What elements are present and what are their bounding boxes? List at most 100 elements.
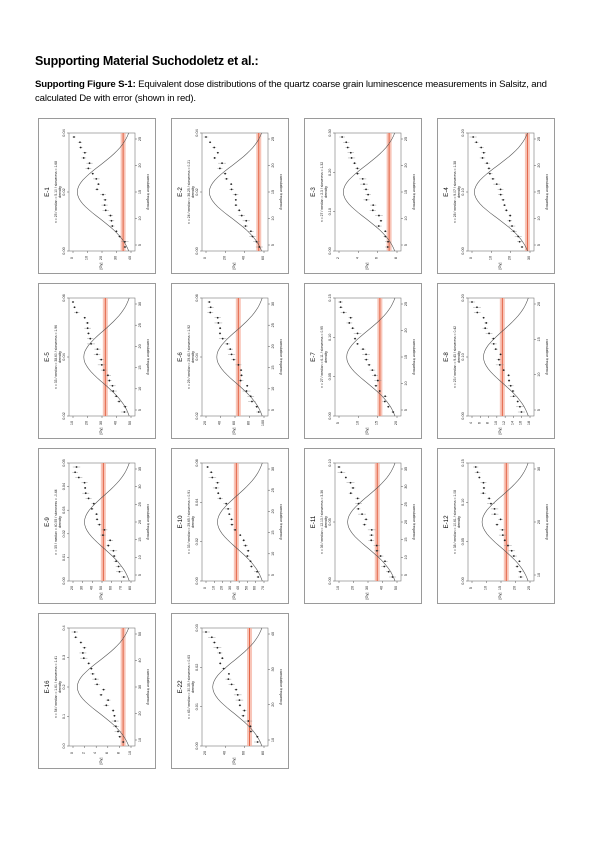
panel-e-16: E-16 n = 54 / median = 1.61 / skewness = …	[38, 613, 156, 769]
gy-tick-label: 10	[494, 421, 498, 425]
density-curve	[481, 462, 529, 582]
density-tick-label: 0.00	[461, 577, 465, 584]
density-tick-label: 0.04	[62, 129, 66, 136]
panel-id: E-11	[310, 515, 317, 528]
data-point	[235, 688, 238, 691]
cumulative-tick-label: 50	[138, 632, 142, 636]
data-point	[508, 219, 511, 222]
cumulative-tick-label: 5	[271, 244, 275, 246]
cumulative-tick-label: 40	[138, 658, 142, 662]
density-curve	[347, 462, 396, 582]
cumulative-axis-label: cumulative frequency	[279, 504, 283, 540]
gy-axis-label: [Gy]	[498, 263, 502, 270]
panel-e-6: E-6 n = 29 / median = 29.43 / skewness = …	[171, 283, 289, 439]
gy-tick-label: 30	[114, 256, 118, 260]
density-tick-label: 0.10	[328, 334, 332, 341]
data-point	[499, 193, 502, 196]
data-point	[226, 343, 229, 345]
data-point	[239, 704, 241, 707]
data-point	[387, 240, 389, 243]
data-point	[480, 146, 483, 149]
data-point	[377, 225, 380, 227]
data-point	[517, 235, 520, 238]
data-point	[482, 316, 485, 319]
panel-title-group: E-22 n = 43 / median = 30.35 / skewness =…	[177, 655, 191, 719]
cumulative-tick-label: 25	[138, 137, 142, 141]
gy-tick-label: 40	[236, 586, 240, 590]
data-point	[87, 167, 90, 170]
panel-stats: n = 33 / median = 29.65 / skewness = 0.9…	[187, 490, 191, 554]
data-point	[230, 188, 233, 191]
cumulative-axis-label: cumulative frequency	[545, 339, 549, 375]
panel-chart-e-1: E-1 n = 25 / median = 5.10 / skewness = 1…	[44, 129, 150, 269]
panel-chart-e-4: E-4 n = 28 / median = 9.07 / skewness = 1…	[443, 129, 549, 270]
density-tick-label: 0.04	[195, 353, 199, 360]
cumulative-tick-label: 20	[404, 520, 408, 524]
data-point	[87, 497, 90, 500]
gy-tick-label: 60	[109, 586, 113, 590]
data-point	[493, 508, 496, 510]
data-point	[91, 673, 94, 675]
data-point	[349, 481, 352, 484]
gy-tick-label: 80	[128, 586, 132, 590]
data-point	[124, 246, 126, 248]
data-point	[82, 157, 85, 159]
gy-tick-label: 6	[477, 422, 481, 424]
panel-id: E-9	[44, 517, 51, 527]
data-point	[123, 411, 126, 413]
data-point	[231, 523, 233, 526]
data-point	[218, 167, 221, 170]
density-tick-label: 0.06	[195, 459, 199, 466]
cumulative-tick-label: 20	[537, 163, 541, 167]
panel-stats: n = 29 / median = 29.43 / skewness = 1.9…	[187, 325, 191, 389]
data-point	[244, 225, 247, 227]
data-point	[240, 369, 242, 371]
data-point	[256, 570, 258, 573]
cumulative-tick-label: 10	[404, 555, 408, 559]
data-point	[474, 466, 477, 468]
panel-stats: n = 35 / median = 40.55 / skewness = -0.…	[54, 489, 58, 554]
plot-frame	[467, 462, 535, 582]
gy-tick-label: 8	[394, 257, 398, 259]
data-point	[249, 560, 252, 563]
panel-e-10: E-10 n = 33 / median = 29.65 / skewness =…	[171, 448, 289, 604]
data-point	[375, 384, 377, 387]
data-point	[124, 405, 127, 408]
density-tick-label: 0.0	[62, 743, 66, 748]
data-point	[209, 141, 212, 144]
data-point	[361, 178, 364, 180]
density-tick-label: 0.15	[461, 459, 465, 466]
cumulative-tick-label: 10	[271, 387, 275, 391]
data-point	[384, 230, 387, 233]
gy-axis-label: [Gy]	[99, 758, 103, 765]
data-point	[521, 246, 523, 248]
data-point	[505, 209, 508, 212]
density-tick-label: 0.00	[62, 247, 66, 254]
gy-tick-label: 30	[365, 586, 369, 590]
plot-frame	[467, 132, 535, 252]
data-point	[357, 502, 360, 505]
data-point	[339, 301, 342, 303]
data-point	[499, 188, 502, 191]
gy-tick-label: 20	[99, 256, 103, 260]
data-point	[210, 636, 213, 639]
cumulative-tick-label: 15	[404, 538, 408, 542]
data-point	[339, 306, 342, 309]
panel-id: E-6	[177, 352, 184, 362]
data-point	[91, 508, 93, 510]
data-point	[237, 363, 240, 366]
data-point	[255, 240, 258, 243]
density-tick-label: 0.10	[328, 459, 332, 466]
cumulative-tick-label: 10	[271, 216, 275, 220]
data-point	[502, 198, 505, 201]
density-tick-label: 0.01	[62, 554, 66, 561]
panel-stats: n = 24 / median = 36.25 / skewness = 0.2…	[187, 160, 191, 224]
data-point	[365, 353, 367, 356]
data-point	[104, 209, 107, 212]
cumulative-tick-label: 40	[271, 632, 275, 636]
density-tick-label: 0.3	[62, 655, 66, 660]
cumulative-tick-label: 20	[138, 711, 142, 715]
gy-tick-label: 10	[85, 256, 89, 260]
data-point	[225, 178, 228, 180]
data-point	[227, 508, 230, 510]
